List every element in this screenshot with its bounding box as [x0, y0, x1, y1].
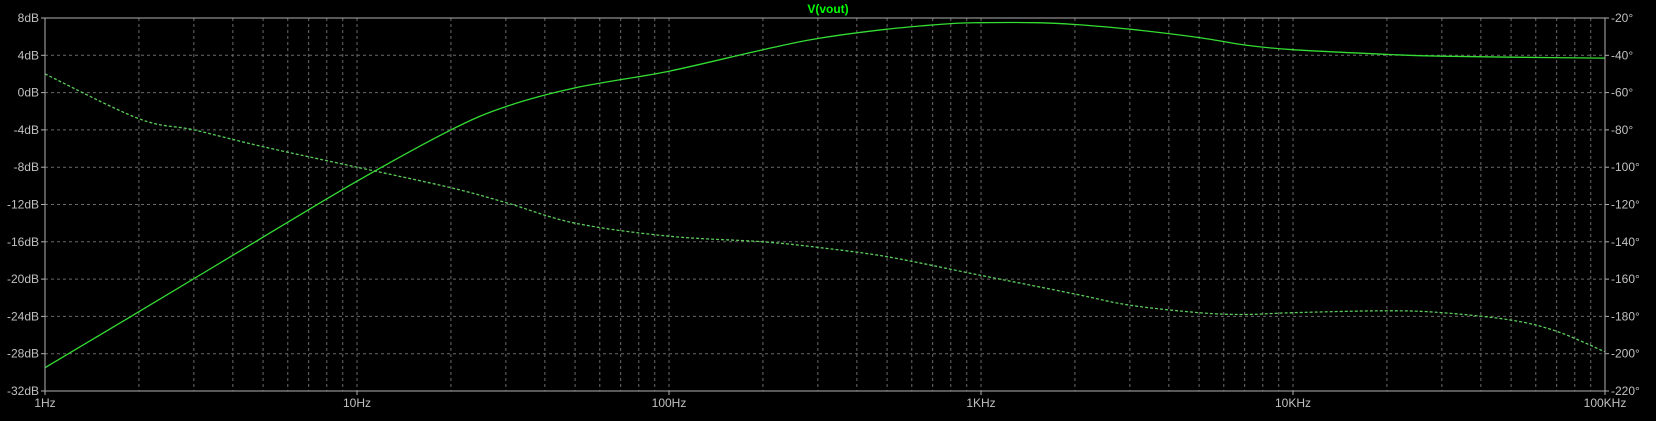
- x-tick-label: 1Hz: [34, 396, 55, 410]
- y-right-tick-label: -40°: [1611, 48, 1633, 62]
- magnitude-trace[interactable]: [44, 21, 1606, 369]
- trace-title[interactable]: V(vout): [807, 2, 848, 16]
- phase-trace[interactable]: [44, 73, 1606, 353]
- y-right-tick-label: -20°: [1611, 11, 1633, 25]
- y-left-tick-label: -4dB: [14, 123, 39, 137]
- y-left-axis-ticks: 8dB 4dB 0dB -4dB -8dB -12dB -16dB -20dB -24dB -28…: [7, 11, 45, 398]
- x-tick-label: 100Hz: [652, 396, 687, 410]
- y-right-tick-label: -160°: [1611, 272, 1640, 286]
- x-tick-label: 10KHz: [1275, 396, 1311, 410]
- x-tick-label: 10Hz: [343, 396, 371, 410]
- y-left-tick-label: -32dB: [7, 384, 39, 398]
- y-left-tick-label: -16dB: [7, 235, 39, 249]
- x-axis-ticks: 1Hz 10Hz 100Hz 1KHz 10KHz 100KHz: [34, 391, 1626, 410]
- x-tick-label: 100KHz: [1584, 396, 1627, 410]
- x-tick-label: 1KHz: [966, 396, 995, 410]
- y-right-tick-label: -80°: [1611, 123, 1633, 137]
- y-right-tick-label: -140°: [1611, 235, 1640, 249]
- y-right-tick-label: -200°: [1611, 347, 1640, 361]
- trace-layer: [44, 21, 1606, 369]
- y-left-tick-label: -20dB: [7, 272, 39, 286]
- y-left-tick-label: -24dB: [7, 309, 39, 323]
- y-left-tick-label: 4dB: [18, 48, 39, 62]
- y-left-tick-label: 0dB: [18, 86, 39, 100]
- y-left-tick-label: -28dB: [7, 347, 39, 361]
- y-left-tick-label: 8dB: [18, 11, 39, 25]
- grid-layer: [45, 18, 1605, 391]
- y-right-tick-label: -100°: [1611, 160, 1640, 174]
- y-right-tick-label: -120°: [1611, 198, 1640, 212]
- y-right-axis-ticks: -20° -40° -60° -80° -100° -120° -140° -160° -180…: [1605, 11, 1640, 398]
- y-right-tick-label: -60°: [1611, 86, 1633, 100]
- y-right-tick-label: -180°: [1611, 309, 1640, 323]
- y-left-tick-label: -12dB: [7, 198, 39, 212]
- y-left-tick-label: -8dB: [14, 160, 39, 174]
- y-right-tick-label: -220°: [1611, 384, 1640, 398]
